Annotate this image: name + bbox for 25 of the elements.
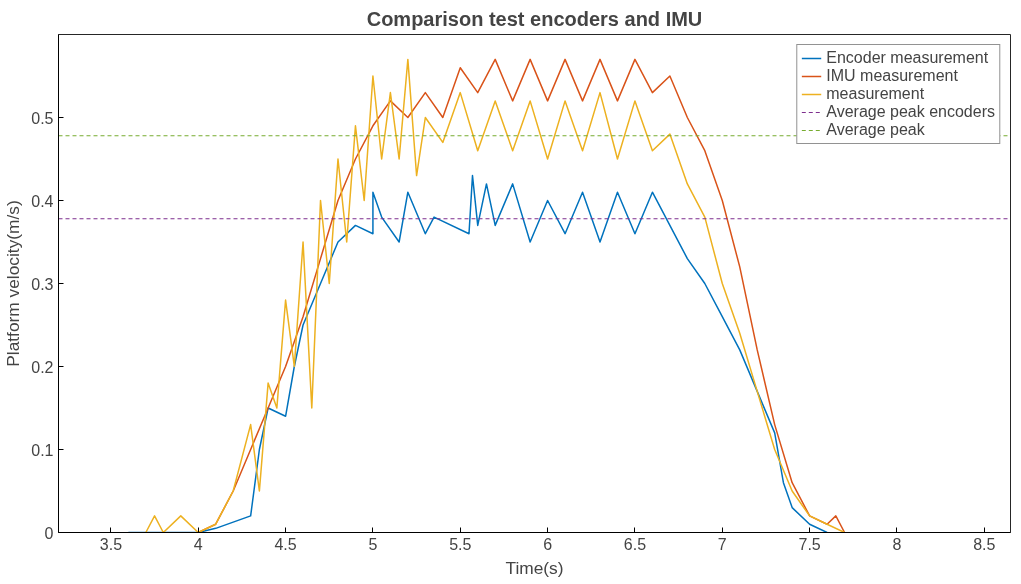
x-tick-label: 6.5	[623, 535, 647, 553]
x-tick-label: 8	[892, 535, 902, 553]
y-tick-label: 0.3	[31, 275, 54, 293]
x-tick-label: 4.5	[274, 535, 297, 553]
y-tick-label: 0.5	[31, 109, 54, 127]
y-tick-label: 0.4	[31, 192, 54, 210]
y-tick-label: 0.2	[31, 358, 54, 376]
legend-label: measurement	[826, 85, 925, 103]
x-tick-label: 5.5	[449, 535, 472, 553]
y-tick-label: 0.1	[31, 441, 54, 459]
x-tick-label: 5	[368, 535, 378, 553]
x-tick-label: 8.5	[973, 535, 996, 553]
legend-label: IMU measurement	[826, 67, 958, 85]
x-tick-label: 3.5	[99, 535, 123, 553]
y-axis-title: Platform velocity(m/s)	[3, 200, 24, 367]
ref-line-label: Average peak	[826, 121, 925, 139]
y-tick-label: 0	[44, 524, 54, 542]
legend-label: Average peak encoders	[826, 103, 995, 121]
legend-label: Encoder measurement	[826, 49, 989, 67]
x-tick-label: 4	[193, 535, 203, 553]
chart-title: Comparison test encoders and IMU	[366, 7, 703, 30]
x-axis-title: Time(s)	[505, 557, 564, 578]
x-tick-label: 7.5	[798, 535, 821, 553]
x-tick-label: 7	[717, 535, 727, 553]
x-tick-label: 6	[543, 535, 553, 553]
